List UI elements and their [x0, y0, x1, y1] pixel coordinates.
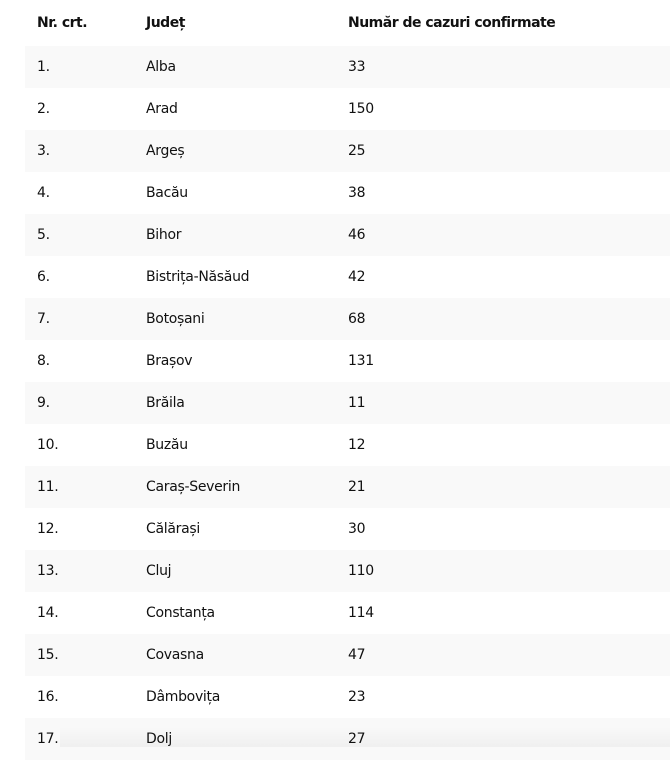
- cell-county: Argeș: [146, 143, 185, 159]
- cell-nr: 11.: [37, 479, 59, 495]
- table-row: 7. Botoșani 68: [25, 298, 670, 340]
- cell-cases: 150: [348, 101, 374, 117]
- cell-nr: 2.: [37, 101, 50, 117]
- cell-cases: 114: [348, 605, 374, 621]
- cell-cases: 21: [348, 479, 366, 495]
- cell-cases: 27: [348, 731, 366, 747]
- cell-nr: 1.: [37, 59, 50, 75]
- cell-county: Bacău: [146, 185, 188, 201]
- cell-county: Alba: [146, 59, 176, 75]
- cell-nr: 9.: [37, 395, 50, 411]
- table-row: 4. Bacău 38: [25, 172, 670, 214]
- table-row: 17. Dolj 27: [25, 718, 670, 760]
- cell-nr: 8.: [37, 353, 50, 369]
- cell-nr: 6.: [37, 269, 50, 285]
- table-header-row: Nr. crt. Județ Număr de cazuri confirmat…: [25, 0, 670, 46]
- table-row: 14. Constanța 114: [25, 592, 670, 634]
- cell-county: Bihor: [146, 227, 182, 243]
- cell-county: Dâmbovița: [146, 689, 220, 705]
- cell-nr: 7.: [37, 311, 50, 327]
- table-row: 10. Buzău 12: [25, 424, 670, 466]
- cell-cases: 33: [348, 59, 366, 75]
- cell-county: Brăila: [146, 395, 185, 411]
- header-nr: Nr. crt.: [37, 15, 88, 31]
- table-row: 12. Călărași 30: [25, 508, 670, 550]
- cell-county: Bistrița-Năsăud: [146, 269, 250, 285]
- cell-nr: 17.: [37, 731, 59, 747]
- cell-cases: 38: [348, 185, 366, 201]
- cell-nr: 16.: [37, 689, 59, 705]
- cell-nr: 13.: [37, 563, 59, 579]
- cell-nr: 3.: [37, 143, 50, 159]
- table-row: 1. Alba 33: [25, 46, 670, 88]
- cell-nr: 4.: [37, 185, 50, 201]
- cell-cases: 23: [348, 689, 366, 705]
- cell-cases: 25: [348, 143, 366, 159]
- table-row: 11. Caraș-Severin 21: [25, 466, 670, 508]
- cell-cases: 110: [348, 563, 374, 579]
- cell-county: Arad: [146, 101, 178, 117]
- cell-county: Buzău: [146, 437, 188, 453]
- cell-cases: 47: [348, 647, 366, 663]
- table-row: 5. Bihor 46: [25, 214, 670, 256]
- cell-nr: 15.: [37, 647, 59, 663]
- table-row: 8. Brașov 131: [25, 340, 670, 382]
- cell-county: Botoșani: [146, 311, 205, 327]
- cell-cases: 131: [348, 353, 374, 369]
- cell-county: Caraș-Severin: [146, 479, 241, 495]
- table-row: 15. Covasna 47: [25, 634, 670, 676]
- table-row: 3. Argeș 25: [25, 130, 670, 172]
- cell-nr: 14.: [37, 605, 59, 621]
- table-row: 13. Cluj 110: [25, 550, 670, 592]
- cell-cases: 42: [348, 269, 366, 285]
- cell-nr: 10.: [37, 437, 59, 453]
- header-cases: Număr de cazuri confirmate: [348, 15, 556, 31]
- cell-county: Dolj: [146, 731, 172, 747]
- cell-cases: 11: [348, 395, 366, 411]
- cell-county: Brașov: [146, 353, 193, 369]
- cell-cases: 46: [348, 227, 366, 243]
- table-row: 16. Dâmbovița 23: [25, 676, 670, 718]
- cases-table: Nr. crt. Județ Număr de cazuri confirmat…: [25, 0, 670, 760]
- table-row: 6. Bistrița-Năsăud 42: [25, 256, 670, 298]
- header-county: Județ: [146, 15, 185, 31]
- table-row: 9. Brăila 11: [25, 382, 670, 424]
- cell-county: Călărași: [146, 521, 200, 537]
- cell-county: Constanța: [146, 605, 215, 621]
- cell-cases: 30: [348, 521, 366, 537]
- cell-county: Cluj: [146, 563, 172, 579]
- cell-cases: 68: [348, 311, 366, 327]
- cell-nr: 12.: [37, 521, 59, 537]
- table-row: 2. Arad 150: [25, 88, 670, 130]
- cell-cases: 12: [348, 437, 366, 453]
- cell-county: Covasna: [146, 647, 204, 663]
- cell-nr: 5.: [37, 227, 50, 243]
